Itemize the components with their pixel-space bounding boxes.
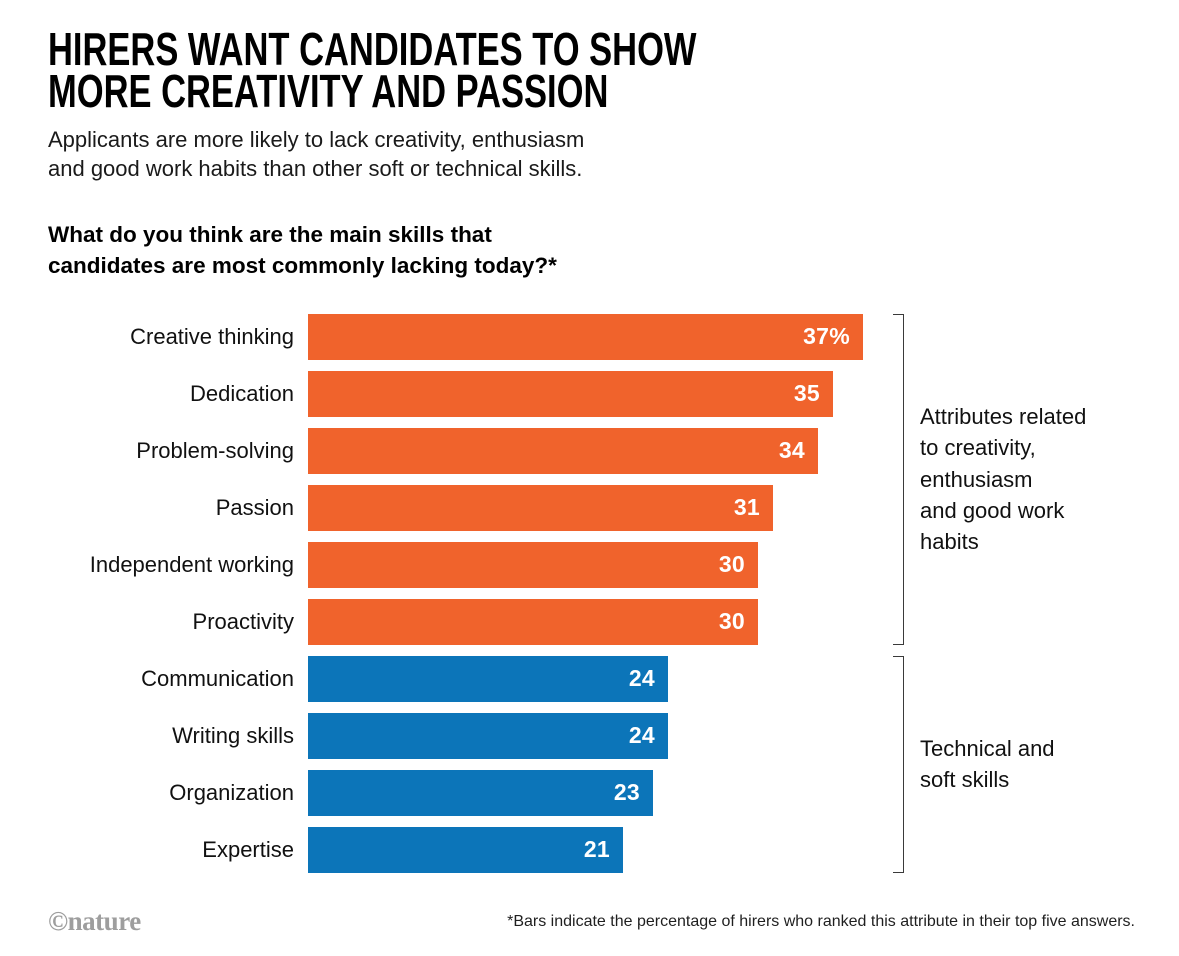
bar-value-label: 30	[718, 551, 745, 578]
category-label: Proactivity	[192, 608, 294, 634]
bar-value-label: 21	[583, 836, 610, 863]
bar-value-label: 23	[613, 779, 640, 806]
bar-value-label: 24	[628, 722, 655, 749]
bar: 30	[308, 541, 758, 588]
bar-value-label: 30	[718, 608, 745, 635]
bar: 24	[308, 712, 668, 759]
bar-chart: Creative thinking 37% Dedication 35 Problem-…	[48, 313, 1135, 884]
chart-row: Expertise 21	[48, 826, 1135, 873]
group-annotation-creativity: Attributes related to creativity, enthus…	[920, 314, 1170, 645]
category-label: Dedication	[190, 380, 294, 406]
bar-value-label: 35	[793, 380, 820, 407]
chart-row: Passion 31	[48, 484, 1135, 531]
bar: 30	[308, 598, 758, 645]
bar: 31	[308, 484, 773, 531]
group-bracket-technical	[893, 655, 904, 873]
footer: ©nature *Bars indicate the percentage of…	[48, 906, 1135, 937]
category-label: Passion	[215, 494, 294, 520]
chart-question: What do you think are the main skills th…	[48, 221, 557, 279]
bar: 23	[308, 769, 653, 816]
bar: 24	[308, 655, 668, 702]
category-label: Organization	[169, 779, 294, 805]
bar-value-label: 34	[778, 437, 805, 464]
bar-value-label: 24	[628, 665, 655, 692]
chart-row: Organization 23	[48, 769, 1135, 816]
page-subtitle: Applicants are more likely to lack creat…	[48, 126, 585, 181]
group-annotation-technical: Technical and soft skills	[920, 656, 1170, 873]
group-bracket-creativity	[893, 313, 904, 645]
category-label: Problem-solving	[136, 437, 294, 463]
chart-footnote: *Bars indicate the percentage of hirers …	[507, 912, 1135, 930]
bar: 21	[308, 826, 623, 873]
bar: 37%	[308, 313, 863, 360]
bar: 34	[308, 427, 818, 474]
category-label: Writing skills	[172, 722, 294, 748]
nature-logo: ©nature	[48, 905, 141, 936]
chart-row: Problem-solving 34	[48, 427, 1135, 474]
chart-row: Independent working 30	[48, 541, 1135, 588]
group-annotation-technical-text: Technical and soft skills	[920, 735, 1055, 793]
chart-row: Proactivity 30	[48, 598, 1135, 645]
category-label: Independent working	[89, 551, 294, 577]
category-label: Communication	[141, 665, 294, 691]
chart-row: Dedication 35	[48, 370, 1135, 417]
group-annotation-creativity-text: Attributes related to creativity, enthus…	[920, 404, 1087, 555]
page-title: HIRERS WANT CANDIDATES TO SHOW MORE CREA…	[48, 23, 697, 118]
category-label: Creative thinking	[130, 323, 294, 349]
chart-row: Communication 24	[48, 655, 1135, 702]
bar: 35	[308, 370, 833, 417]
bar-value-label: 31	[733, 494, 760, 521]
chart-row: Creative thinking 37%	[48, 313, 1135, 360]
chart-row: Writing skills 24	[48, 712, 1135, 759]
category-label: Expertise	[202, 836, 294, 862]
bar-value-label: 37%	[803, 323, 850, 350]
